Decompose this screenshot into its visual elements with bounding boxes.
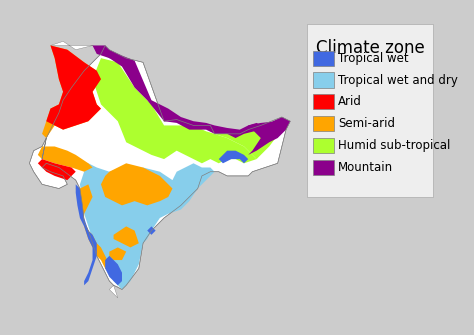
Bar xyxy=(313,51,334,66)
Bar xyxy=(313,94,334,110)
Text: Mountain: Mountain xyxy=(338,161,393,174)
Bar xyxy=(307,24,433,197)
Text: Tropical wet: Tropical wet xyxy=(338,52,409,65)
Bar xyxy=(313,138,334,153)
Polygon shape xyxy=(105,256,122,285)
Polygon shape xyxy=(80,163,215,289)
Polygon shape xyxy=(38,146,92,172)
Polygon shape xyxy=(38,159,76,180)
Text: Semi-arid: Semi-arid xyxy=(338,117,395,130)
Bar xyxy=(313,72,334,87)
Text: Climate zone: Climate zone xyxy=(316,39,425,57)
Text: Tropical wet and dry: Tropical wet and dry xyxy=(338,73,458,86)
Bar xyxy=(313,116,334,131)
Bar xyxy=(313,160,334,175)
Polygon shape xyxy=(29,41,290,298)
Polygon shape xyxy=(42,46,101,138)
Polygon shape xyxy=(92,58,256,163)
Polygon shape xyxy=(101,163,173,205)
Polygon shape xyxy=(219,151,248,163)
Text: Arid: Arid xyxy=(338,95,362,109)
Polygon shape xyxy=(147,226,155,235)
Polygon shape xyxy=(76,184,97,285)
Polygon shape xyxy=(109,248,126,260)
Polygon shape xyxy=(215,121,282,159)
Polygon shape xyxy=(244,117,290,159)
Polygon shape xyxy=(92,46,290,138)
Polygon shape xyxy=(114,226,139,248)
Polygon shape xyxy=(46,46,101,130)
Text: Humid sub-tropical: Humid sub-tropical xyxy=(338,139,451,152)
Polygon shape xyxy=(76,184,109,273)
